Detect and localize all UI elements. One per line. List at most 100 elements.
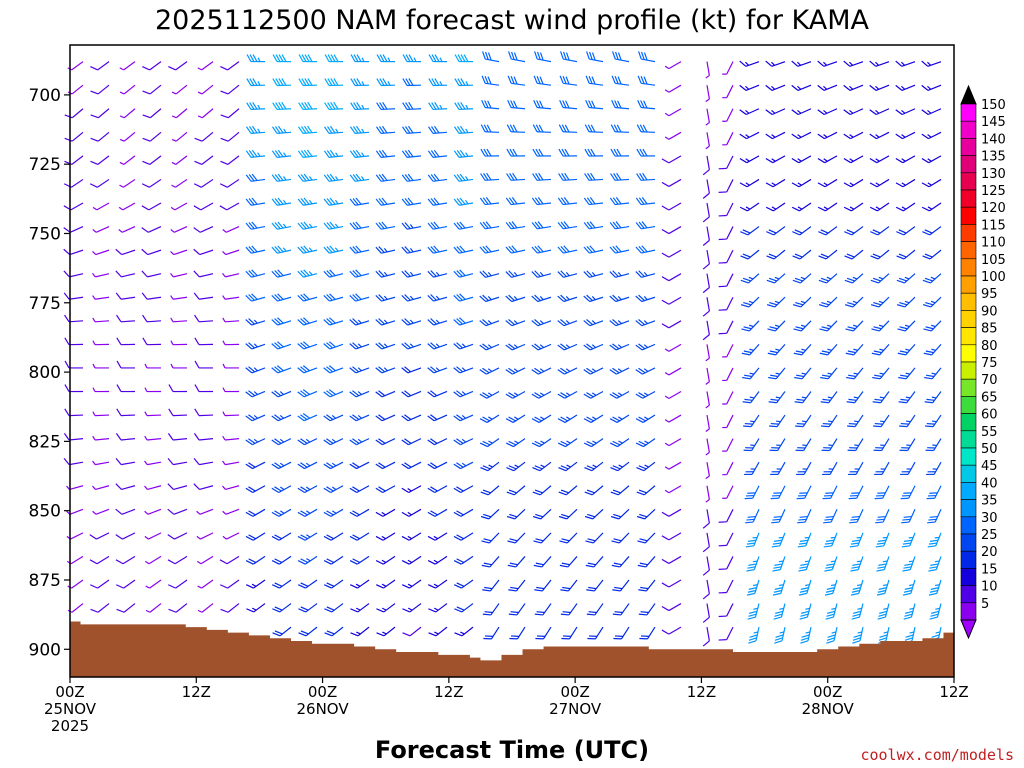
wind-barb <box>349 366 370 374</box>
wind-barb <box>453 197 474 206</box>
wind-barb <box>897 343 916 356</box>
wind-barb <box>870 296 890 308</box>
wind-barb <box>558 172 578 181</box>
wind-barb <box>170 363 188 369</box>
wind-barb <box>702 627 710 647</box>
wind-barb <box>635 343 656 351</box>
colorbar-top-arrow <box>960 84 977 105</box>
wind-barb <box>482 579 500 592</box>
wind-barb <box>799 603 812 620</box>
wind-barb <box>481 556 500 568</box>
wind-barb <box>765 60 786 67</box>
wind-barb <box>375 366 396 374</box>
wind-barb <box>798 579 812 596</box>
wind-barb <box>925 414 942 428</box>
wind-barb <box>664 108 682 117</box>
wind-barb <box>743 438 760 452</box>
x-tick-label: 12Z <box>687 683 716 701</box>
y-tick-label: 725 <box>29 155 61 175</box>
wind-barb <box>793 320 812 332</box>
wind-barb <box>845 343 864 356</box>
wind-barb <box>817 84 838 91</box>
wind-barb <box>609 390 630 399</box>
wind-barb <box>63 292 84 300</box>
wind-barb <box>197 603 214 613</box>
wind-barb <box>506 461 526 472</box>
wind-barb <box>869 202 890 212</box>
wind-barb <box>702 202 710 223</box>
wind-barb <box>349 414 370 422</box>
colorbar-swatch <box>960 568 977 586</box>
wind-barb <box>636 461 656 472</box>
wind-barb <box>794 367 812 380</box>
wind-barb <box>921 84 942 91</box>
wind-barb <box>453 269 474 278</box>
x-tick-date: 27NOV <box>549 700 602 718</box>
wind-barb <box>194 337 214 346</box>
wind-barb <box>401 197 422 206</box>
wind-barb <box>900 461 916 476</box>
wind-barb <box>505 343 526 351</box>
wind-barb <box>664 343 682 352</box>
colorbar-label: 140 <box>981 132 1006 147</box>
wind-barb <box>557 414 578 423</box>
wind-barb <box>323 245 344 254</box>
wind-barb <box>741 343 760 356</box>
wind-barb <box>705 61 710 79</box>
wind-barb <box>702 556 710 576</box>
wind-barb <box>928 556 942 572</box>
wind-barb <box>921 155 942 164</box>
wind-barb <box>427 270 448 278</box>
wind-barb <box>245 269 266 278</box>
wind-barb <box>635 367 656 375</box>
wind-barb <box>297 532 318 541</box>
wind-barb <box>376 626 396 637</box>
wind-barb <box>119 131 136 142</box>
x-tick-year: 2025 <box>51 717 89 735</box>
wind-barb <box>427 245 448 254</box>
wind-barb <box>506 508 526 520</box>
wind-barb <box>375 390 396 398</box>
wind-barb <box>927 532 942 548</box>
wind-barb <box>722 438 734 452</box>
y-axis: 700 725 750 775 800 825 850 875 900 <box>29 86 70 660</box>
wind-barb <box>702 297 710 317</box>
wind-barb <box>427 149 448 158</box>
wind-barb <box>376 603 396 613</box>
wind-barb <box>297 555 318 565</box>
wind-barb <box>898 391 916 404</box>
wind-barb <box>323 508 344 517</box>
wind-barb <box>116 384 136 393</box>
wind-barb <box>323 341 344 350</box>
wind-barb <box>427 485 448 493</box>
wind-barb <box>193 433 214 441</box>
wind-barb <box>479 197 500 206</box>
wind-barb <box>746 556 760 572</box>
wind-barb <box>558 485 578 496</box>
wind-barb <box>561 626 578 640</box>
wind-barb <box>272 603 292 613</box>
wind-barb <box>767 320 786 332</box>
wind-barb <box>508 579 526 592</box>
wind-barb <box>401 294 422 302</box>
wind-barb <box>401 438 422 446</box>
wind-barb <box>843 131 864 140</box>
wind-barb <box>824 579 838 596</box>
wind-barb <box>817 60 838 67</box>
wind-barb <box>505 221 526 230</box>
wind-barb <box>349 508 370 517</box>
wind-barb <box>609 245 630 254</box>
wind-barb <box>635 270 656 278</box>
wind-barb <box>664 131 682 140</box>
wind-barb <box>773 603 786 620</box>
wind-barb <box>220 108 240 119</box>
wind-barb <box>297 413 318 422</box>
wind-barb <box>220 61 240 71</box>
wind-barb <box>718 273 734 288</box>
wind-barb <box>610 485 630 496</box>
wind-barb <box>64 384 84 393</box>
wind-barb <box>875 532 890 548</box>
wind-barb <box>508 603 526 616</box>
wind-barb <box>661 202 682 211</box>
wind-barb <box>586 51 604 63</box>
